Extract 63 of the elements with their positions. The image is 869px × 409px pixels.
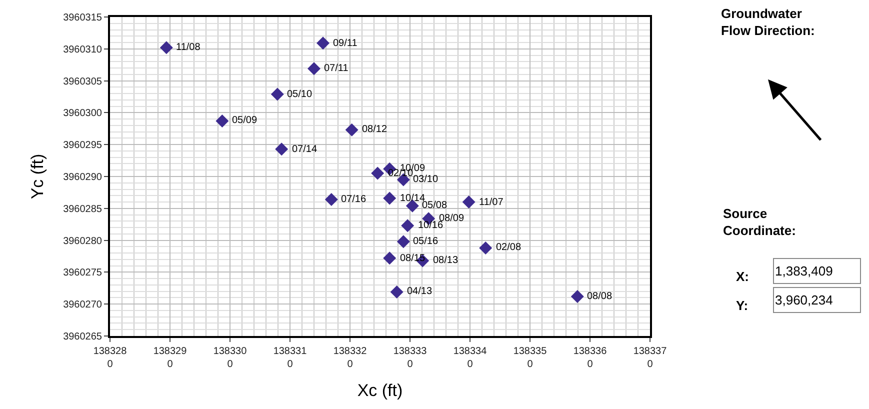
point [216,114,229,128]
y-tick-label: 3960285 [63,204,102,215]
y-tick-label: 3960305 [63,76,102,88]
annotation: 08/13 [433,255,458,266]
point [570,290,584,303]
annotation: 07/11 [324,63,349,74]
point [275,142,288,156]
annotation: 03/10 [413,174,438,185]
annotation: 07/14 [292,144,318,155]
y-tick-label: 3960275 [63,268,102,279]
point [308,62,320,76]
annotation: 07/16 [341,194,366,205]
point [390,285,404,298]
point [270,88,284,101]
annotation: 08/08 [587,291,612,302]
point [383,192,396,205]
y-tick-label: 3960295 [63,140,102,152]
x-tick-label: 138337 0 [633,346,668,370]
annotation: 05/08 [422,200,448,211]
point [462,196,476,209]
text: 3,960,234 [775,292,833,308]
annotation: 10/16 [418,220,444,231]
y-tick-label: 3960290 [63,172,102,183]
x-tick-label: 138336 0 [573,346,608,370]
y-tick-label: 3960315 [63,12,102,24]
x-tick-label: 138328 0 [93,346,128,370]
text: 1,383,409 [775,264,833,278]
source-note: Source Coordinate: [723,206,796,238]
x-tick-label: 138335 0 [513,346,548,370]
text: Groundwater Flow Direction: [721,6,815,38]
x-tick-label: 138334 0 [453,346,488,370]
annotation: 04/13 [407,286,432,297]
point [160,41,173,54]
point [396,235,410,248]
point [383,252,396,265]
y-tick-label: 3960280 [63,236,102,247]
y-tick-label: 3960270 [63,300,102,311]
annotation: 11/07 [479,197,504,208]
x-tick-label: 138332 0 [333,346,368,370]
x-tick-label: 138329 0 [153,346,188,370]
point [316,36,330,50]
point [479,241,492,254]
annotation: 08/12 [362,124,388,135]
y-axis-title: Yc (ft) [28,154,48,200]
annotation: 02/08 [496,242,522,253]
annotation: 05/09 [232,115,258,126]
annotation: 09/11 [333,38,358,49]
text: X: [736,269,749,284]
point [345,123,358,136]
x-tick-label: 138330 0 [213,346,248,370]
point [401,219,414,232]
text: Y: [736,298,748,313]
x-axis-title: Xc (ft) [357,380,403,400]
x-tick-label: 138333 0 [393,346,428,370]
annotation: 05/16 [413,236,438,247]
point [324,192,338,206]
y-tick-label: 3960300 [63,108,102,120]
y-tick-label: 3960265 [63,332,102,342]
x-tick-label: 138331 0 [273,346,308,370]
point [371,166,384,180]
annotation: 11/08 [176,42,201,53]
y-tick-label: 3960310 [63,44,102,56]
annotation: 05/10 [287,89,312,100]
